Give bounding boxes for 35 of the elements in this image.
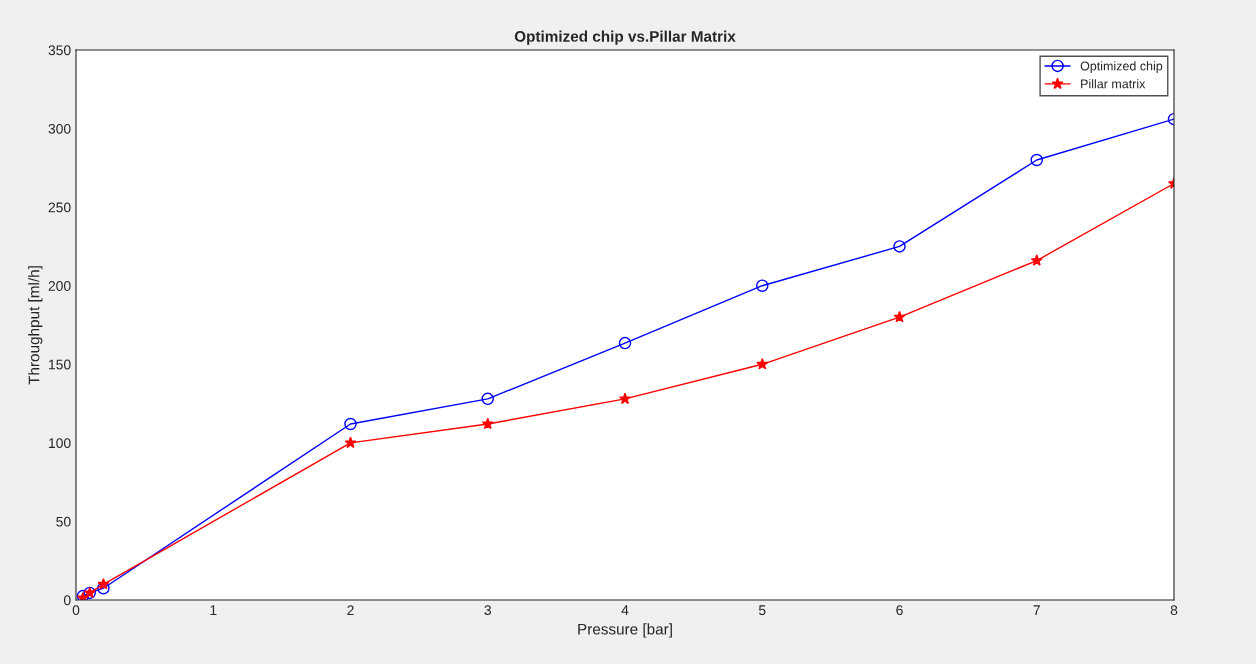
- point: [1030, 153, 1044, 167]
- x-tick-label: 2: [347, 605, 354, 615]
- point: [1030, 254, 1043, 266]
- point: [481, 417, 494, 430]
- point: [618, 336, 632, 350]
- x-tick-label: 1: [210, 605, 217, 615]
- x-tick-label: 3: [484, 605, 491, 616]
- point: [619, 392, 631, 405]
- y-tick-label: 0: [63, 595, 71, 606]
- y-axis-title: Throughput [ml/h]: [28, 266, 43, 385]
- point: [893, 240, 906, 253]
- point: [756, 358, 769, 370]
- point: [97, 578, 110, 590]
- point: [344, 417, 357, 431]
- x-tick-label: 8: [1170, 605, 1178, 616]
- x-tick-label: 6: [896, 605, 903, 616]
- y-tick-label: 300: [48, 123, 71, 134]
- x-tick-label: 4: [621, 605, 629, 615]
- legend-label: Optimized chip: [1080, 61, 1163, 73]
- point: [893, 310, 906, 323]
- point: [755, 279, 769, 292]
- x-axis-title: Pressure [bar]: [578, 623, 672, 638]
- point: [344, 436, 357, 449]
- x-tick-label: 7: [1033, 605, 1040, 615]
- y-tick-label: 50: [56, 516, 71, 527]
- y-tick-label: 150: [49, 359, 71, 370]
- legend-label: Pillar matrix: [1081, 79, 1146, 89]
- y-tick-label: 100: [49, 438, 71, 449]
- x-tick-label: 0: [72, 605, 80, 616]
- y-tick-label: 350: [48, 45, 71, 56]
- chart-title: Optimized chip vs.Pillar Matrix: [514, 30, 736, 45]
- y-tick-label: 250: [48, 202, 71, 213]
- x-tick-label: 5: [758, 605, 766, 616]
- y-tick-label: 200: [48, 281, 71, 291]
- point: [481, 392, 495, 406]
